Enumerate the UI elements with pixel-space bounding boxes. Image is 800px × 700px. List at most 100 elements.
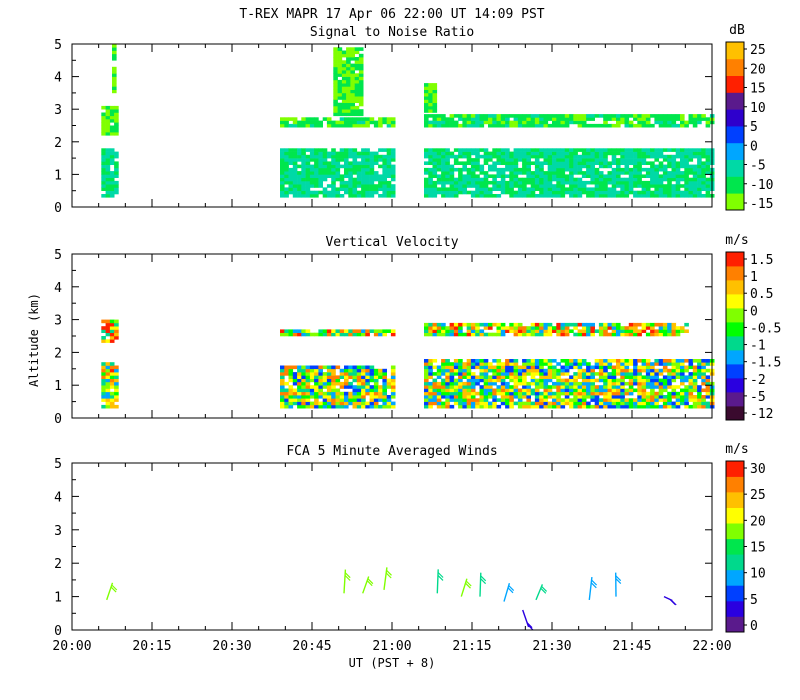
data-cell — [458, 391, 463, 396]
data-cell — [475, 174, 480, 178]
data-cell — [581, 332, 587, 337]
data-cell — [341, 86, 347, 90]
data-cell — [428, 154, 433, 159]
data-cell — [105, 391, 111, 396]
data-cell — [390, 385, 396, 389]
data-cell — [637, 184, 642, 188]
data-cell — [488, 401, 493, 406]
data-cell — [462, 398, 467, 402]
data-cell — [586, 362, 591, 366]
data-cell — [620, 190, 625, 195]
data-cell — [616, 180, 621, 185]
data-cell — [500, 174, 506, 178]
data-cell — [105, 184, 111, 188]
data-cell — [688, 148, 694, 152]
colorbar-swatch — [726, 42, 744, 60]
data-cell — [688, 171, 694, 175]
data-cell — [331, 378, 336, 383]
data-cell — [620, 404, 625, 409]
data-cell — [598, 148, 604, 152]
data-cell — [369, 184, 375, 188]
data-cell — [517, 123, 523, 128]
data-cell — [358, 60, 364, 64]
data-cell — [577, 190, 583, 195]
data-cell — [114, 151, 119, 156]
data-cell — [662, 184, 668, 188]
data-cell — [633, 154, 638, 159]
data-cell — [620, 359, 625, 363]
data-cell — [348, 117, 353, 121]
data-cell — [348, 329, 353, 333]
data-cell — [564, 148, 570, 152]
data-cell — [530, 322, 536, 327]
data-cell — [680, 194, 685, 198]
data-cell — [297, 404, 302, 409]
data-cell — [488, 332, 493, 337]
data-cell — [322, 329, 328, 333]
data-cell — [581, 368, 587, 373]
data-cell — [101, 378, 106, 383]
data-cell — [378, 120, 383, 125]
data-cell — [667, 378, 672, 383]
data-cell — [539, 171, 544, 175]
data-cell — [552, 114, 557, 118]
data-cell — [386, 120, 392, 125]
data-cell — [101, 177, 106, 182]
data-cell — [284, 161, 289, 165]
data-cell — [684, 174, 689, 178]
data-cell — [337, 50, 343, 55]
data-cell — [645, 148, 651, 152]
data-cell — [436, 164, 442, 169]
data-cell — [475, 365, 480, 370]
data-cell — [105, 132, 111, 136]
data-cell — [424, 322, 429, 327]
data-cell — [560, 401, 566, 406]
data-cell — [301, 167, 306, 172]
data-cell — [449, 114, 455, 118]
data-cell — [650, 398, 655, 402]
data-cell — [483, 404, 489, 409]
data-cell — [598, 151, 604, 156]
data-cell — [356, 378, 362, 383]
data-cell — [637, 329, 642, 333]
data-cell — [654, 167, 659, 172]
data-cell — [322, 177, 328, 182]
data-cell — [470, 385, 476, 389]
wind-barb — [383, 567, 388, 590]
data-cell — [616, 123, 621, 128]
data-cell — [445, 395, 450, 399]
data-cell — [680, 171, 685, 175]
data-cell — [483, 187, 489, 191]
data-cell — [101, 388, 106, 393]
data-cell — [530, 114, 536, 118]
data-cell — [436, 375, 442, 379]
data-cell — [105, 332, 111, 337]
data-cell — [530, 180, 536, 185]
data-cell — [378, 398, 383, 402]
data-cell — [543, 375, 549, 379]
data-cell — [109, 326, 115, 330]
data-cell — [500, 362, 506, 366]
data-cell — [101, 362, 106, 366]
data-cell — [522, 161, 527, 165]
y-tick-label: 4 — [54, 71, 62, 86]
data-cell — [301, 395, 306, 399]
data-cell — [369, 375, 375, 379]
y-tick-label: 0 — [54, 412, 62, 427]
data-cell — [441, 190, 446, 195]
data-cell — [432, 105, 438, 110]
data-cell — [543, 359, 549, 363]
data-cell — [526, 391, 531, 396]
data-cell — [479, 362, 485, 366]
data-cell — [344, 158, 349, 162]
data-cell — [552, 154, 557, 159]
data-cell — [611, 365, 617, 370]
data-cell — [352, 332, 358, 337]
data-cell — [341, 83, 347, 87]
data-cell — [624, 190, 630, 195]
data-cell — [297, 171, 302, 175]
data-cell — [445, 372, 450, 376]
data-cell — [534, 326, 540, 330]
data-cell — [692, 171, 698, 175]
data-cell — [607, 114, 613, 118]
